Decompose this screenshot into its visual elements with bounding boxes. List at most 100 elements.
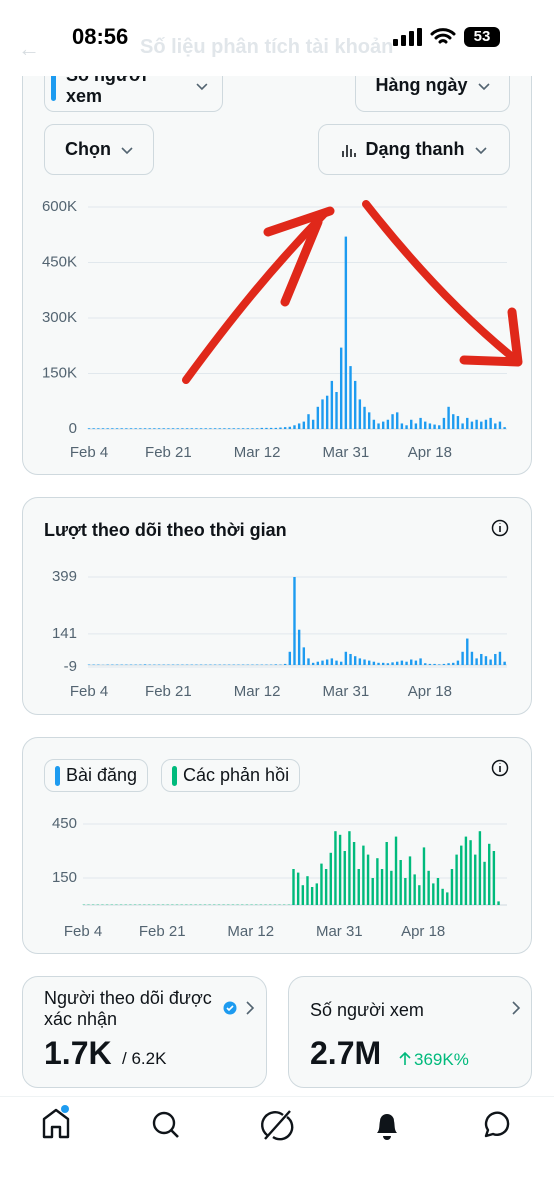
bar	[461, 423, 464, 429]
bar	[310, 887, 314, 905]
x-tick-label: Mar 31	[323, 444, 370, 461]
back-arrow[interactable]: ←	[18, 36, 40, 61]
bar	[447, 663, 450, 666]
bar	[368, 660, 371, 666]
info-icon[interactable]	[491, 759, 509, 777]
bar	[311, 662, 315, 666]
messages-tab[interactable]	[484, 1111, 510, 1138]
bar	[428, 423, 432, 429]
x-tick-label: Apr 18	[408, 444, 452, 461]
bar	[120, 428, 123, 429]
bar	[241, 428, 245, 429]
bar	[419, 658, 422, 666]
bar	[498, 421, 502, 429]
bar	[283, 663, 287, 666]
bar	[494, 653, 497, 666]
bar	[358, 658, 362, 666]
bar	[391, 662, 394, 666]
bar	[450, 869, 454, 905]
bar	[297, 423, 301, 429]
bar	[480, 421, 483, 429]
bar	[134, 428, 137, 429]
legend-label: Các phản hồi	[183, 765, 290, 785]
bar	[274, 664, 277, 666]
legend-swatch	[55, 765, 60, 786]
bar	[334, 831, 337, 905]
period-label: Hàng ngày	[375, 75, 468, 95]
bar	[325, 659, 329, 666]
bar	[447, 406, 450, 429]
legend-chip[interactable]: Các phản hồi	[161, 759, 301, 792]
bar	[470, 651, 474, 666]
chevron-right	[246, 1001, 255, 1015]
bar	[292, 869, 295, 905]
bar	[171, 428, 175, 429]
bar	[129, 428, 133, 429]
bar	[324, 869, 328, 905]
bar	[329, 852, 332, 905]
bar	[503, 427, 506, 429]
bar	[181, 428, 184, 429]
bar	[386, 419, 390, 429]
bar	[199, 428, 203, 429]
card-change: 369K%	[414, 1050, 469, 1069]
verified-card[interactable]: Người theo dõi được xác nhận 1.7K / 6.2K	[22, 976, 267, 1088]
bar	[111, 428, 114, 429]
bar	[475, 658, 478, 666]
bar	[190, 428, 193, 429]
bar	[101, 428, 105, 429]
bar	[358, 399, 362, 429]
bar	[307, 658, 310, 666]
bar	[218, 428, 221, 429]
metric-swatch	[51, 70, 56, 101]
bar	[474, 854, 477, 905]
bar	[321, 399, 324, 429]
x-tick-label: Feb 4	[70, 683, 108, 700]
bar	[176, 428, 179, 429]
info-icon[interactable]	[491, 519, 509, 537]
bar	[288, 426, 292, 429]
bar	[460, 845, 463, 905]
arrow-head	[459, 307, 523, 367]
bar	[185, 428, 189, 429]
bar	[255, 428, 259, 429]
bar	[422, 847, 426, 905]
bar	[368, 412, 371, 429]
bar	[148, 428, 151, 429]
bar	[301, 885, 305, 905]
bar	[344, 236, 348, 429]
chevron-right	[512, 1001, 521, 1015]
y-tick-label: 399	[52, 568, 77, 585]
bar	[339, 347, 343, 429]
card-title: Người theo dõi được xác nhận	[44, 988, 212, 1029]
bar	[246, 428, 249, 429]
card-title: Số người xem	[310, 1000, 424, 1020]
bar	[475, 419, 478, 429]
bar	[339, 661, 343, 666]
bar	[438, 664, 441, 666]
x-tick-label: Mar 12	[234, 683, 281, 700]
bar	[274, 427, 277, 429]
search-tab[interactable]	[152, 1111, 176, 1135]
home-tab[interactable]	[42, 1108, 70, 1139]
bar	[394, 836, 398, 905]
views-card	[22, 40, 532, 475]
grok-tab[interactable]	[261, 1110, 294, 1141]
y-tick-label: 300K	[42, 309, 77, 326]
select-dropdown[interactable]: Chọn	[44, 124, 154, 175]
bar	[410, 419, 413, 429]
bar	[442, 663, 446, 666]
bar	[321, 660, 324, 666]
bar	[125, 428, 128, 429]
bar	[478, 831, 482, 905]
view-dropdown[interactable]: Dạng thanh	[318, 124, 510, 175]
bar	[488, 843, 491, 905]
followers-card	[22, 497, 532, 715]
legend-chip[interactable]: Bài đăng	[44, 759, 149, 792]
views-total-card[interactable]: Số người xem 2.7M 369K%	[288, 976, 532, 1088]
notifications-tab[interactable]	[377, 1114, 397, 1140]
chevron	[477, 82, 490, 90]
bar	[204, 428, 207, 429]
bar	[353, 380, 357, 429]
